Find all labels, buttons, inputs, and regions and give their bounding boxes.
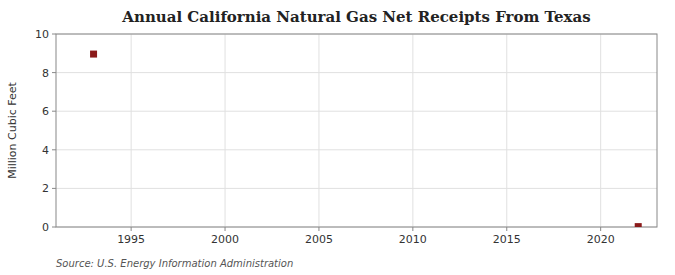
y-tick bbox=[52, 72, 56, 73]
x-tick-label: 2000 bbox=[211, 233, 239, 246]
x-tick-label: 2015 bbox=[493, 233, 521, 246]
x-tick bbox=[318, 227, 319, 231]
grid-line-x bbox=[131, 34, 132, 227]
x-tick bbox=[225, 227, 226, 231]
plot-area bbox=[56, 34, 657, 227]
plot-frame bbox=[56, 34, 657, 227]
point bbox=[635, 223, 642, 227]
point bbox=[90, 51, 97, 58]
y-tick bbox=[52, 34, 56, 35]
y-tick-label: 4 bbox=[42, 144, 49, 157]
grid bbox=[56, 34, 657, 227]
x-tick-label: 1995 bbox=[117, 233, 145, 246]
chart-title: Annual California Natural Gas Net Receip… bbox=[121, 8, 590, 26]
grid-line-y bbox=[56, 111, 657, 112]
grid-line-x bbox=[318, 34, 319, 227]
y-axis-label: Million Cubic Feet bbox=[6, 81, 19, 178]
x-tick-label: 2020 bbox=[587, 233, 615, 246]
data-points bbox=[90, 51, 642, 227]
x-axis: 1995 2000 2005 2010 2015 2020 bbox=[117, 227, 615, 246]
y-tick bbox=[52, 149, 56, 150]
grid-line-y bbox=[56, 72, 657, 73]
x-tick bbox=[412, 227, 413, 231]
grid-line-y bbox=[56, 149, 657, 150]
grid-line-y bbox=[56, 188, 657, 189]
grid-line-x bbox=[225, 34, 226, 227]
y-tick-label: 2 bbox=[42, 182, 49, 195]
y-tick bbox=[52, 188, 56, 189]
x-tick bbox=[131, 227, 132, 231]
grid-line-x bbox=[506, 34, 507, 227]
x-tick bbox=[600, 227, 601, 231]
chart: 1995 2000 2005 2010 2015 2020 0 2 4 6 8 10 Million C… bbox=[0, 0, 675, 275]
x-tick-label: 2005 bbox=[305, 233, 333, 246]
y-tick bbox=[52, 111, 56, 112]
y-tick bbox=[52, 227, 56, 228]
y-tick-label: 10 bbox=[35, 28, 49, 41]
y-tick-label: 6 bbox=[42, 105, 49, 118]
x-tick-label: 2010 bbox=[399, 233, 427, 246]
y-axis: 0 2 4 6 8 10 bbox=[35, 28, 56, 234]
source-note: Source: U.S. Energy Information Administ… bbox=[56, 258, 293, 269]
grid-line-x bbox=[412, 34, 413, 227]
x-tick bbox=[506, 227, 507, 231]
y-tick-label: 0 bbox=[42, 221, 49, 234]
y-tick-label: 8 bbox=[42, 67, 49, 80]
grid-line-x bbox=[600, 34, 601, 227]
